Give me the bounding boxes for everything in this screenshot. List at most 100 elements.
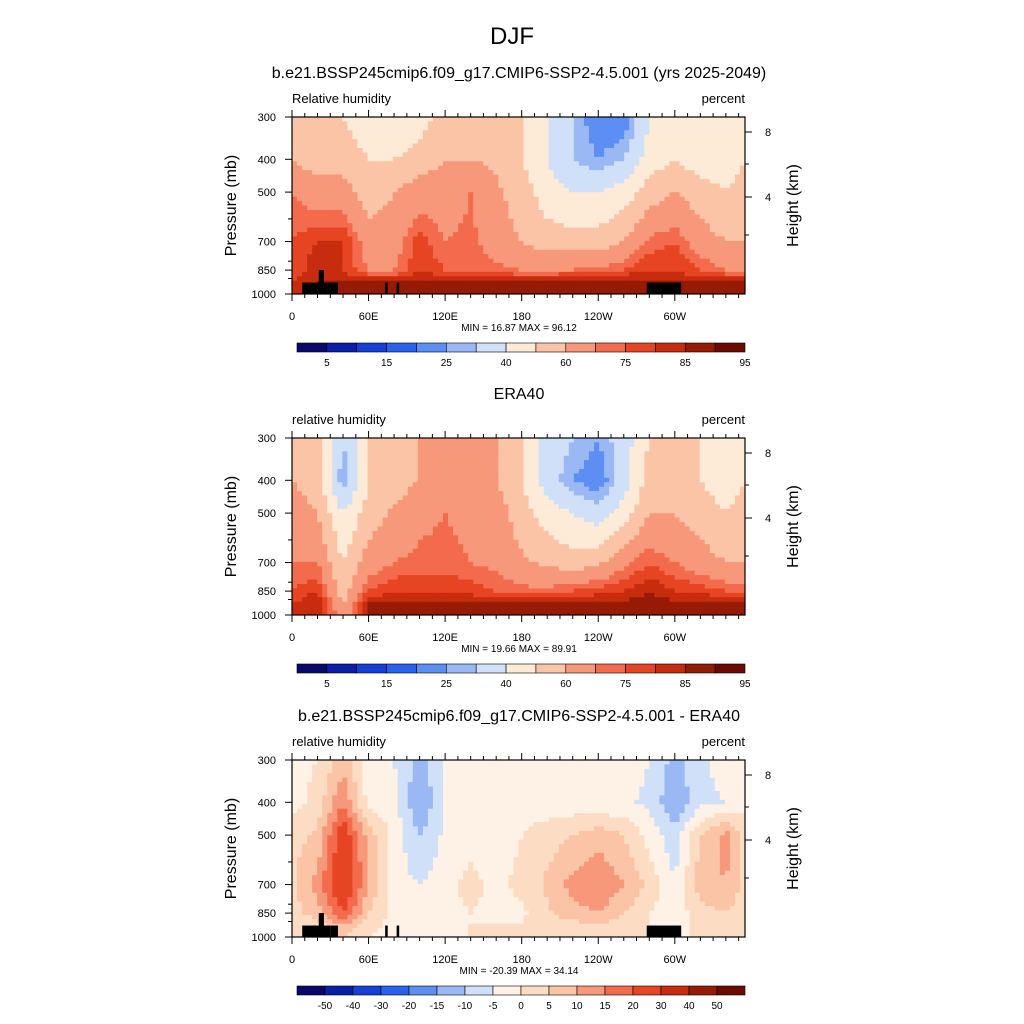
field-cell — [362, 201, 369, 207]
field-cell — [347, 125, 353, 131]
field-cell — [714, 276, 721, 282]
field-cell — [312, 227, 318, 233]
field-cell — [563, 147, 570, 153]
field-cell — [639, 201, 645, 207]
field-cell — [488, 473, 494, 479]
field-cell — [533, 165, 540, 171]
field-cell — [724, 143, 731, 149]
field-cell — [493, 218, 499, 224]
field-cell — [684, 143, 691, 149]
field-cell — [357, 178, 364, 184]
field-cell — [407, 165, 414, 171]
field-cell — [493, 214, 499, 220]
field-cell — [629, 491, 635, 497]
field-cell — [382, 143, 389, 149]
field-cell — [443, 495, 449, 501]
field-cell — [538, 117, 545, 123]
field-cell — [367, 464, 374, 470]
field-cell — [729, 223, 736, 229]
field-cell — [448, 174, 454, 180]
field-cell — [694, 455, 701, 461]
field-cell — [422, 232, 429, 238]
field-cell — [463, 482, 469, 488]
field-cell — [377, 468, 384, 474]
field-cell — [604, 170, 610, 176]
field-cell — [367, 227, 374, 233]
field-cell — [357, 232, 364, 238]
field-cell — [312, 451, 318, 457]
field-cell — [724, 117, 731, 123]
field-cell — [578, 438, 585, 444]
field-cell — [659, 232, 666, 238]
field-cell — [483, 174, 489, 180]
field-cell — [609, 451, 615, 457]
field-cell — [493, 174, 499, 180]
field-cell — [327, 236, 333, 242]
field-cell — [553, 205, 560, 211]
field-cell — [704, 455, 711, 461]
field-cell — [719, 442, 726, 448]
field-cell — [337, 446, 343, 452]
field-cell — [578, 134, 585, 140]
field-cell — [734, 143, 741, 149]
field-cell — [669, 491, 676, 497]
field-cell — [689, 161, 696, 167]
field-cell — [654, 482, 661, 488]
field-cell — [599, 455, 605, 461]
field-cell — [609, 156, 615, 162]
field-cell — [307, 263, 313, 269]
field-cell — [332, 192, 338, 198]
field-cell — [558, 178, 565, 184]
field-cell — [503, 117, 510, 123]
field-cell — [614, 455, 620, 461]
field-cell — [568, 240, 575, 246]
field-cell — [594, 117, 600, 123]
field-cell — [468, 178, 474, 184]
field-cell — [614, 438, 620, 444]
field-cell — [357, 495, 364, 501]
field-cell — [412, 451, 419, 457]
field-cell — [568, 223, 575, 229]
field-cell — [443, 486, 449, 492]
field-cell — [528, 245, 535, 251]
field-cell — [493, 187, 499, 193]
field-cell — [458, 183, 464, 189]
field-cell — [739, 174, 745, 180]
field-cell — [594, 152, 600, 158]
field-cell — [412, 468, 419, 474]
field-cell — [553, 134, 560, 140]
field-cell — [578, 205, 585, 211]
field-cell — [599, 263, 605, 269]
field-cell — [493, 271, 499, 277]
field-cell — [488, 477, 494, 483]
field-cell — [437, 134, 444, 140]
field-cell — [302, 165, 308, 171]
field-cell — [307, 218, 313, 224]
field-cell — [704, 147, 711, 153]
field-cell — [332, 125, 338, 131]
field-cell — [704, 285, 711, 291]
field-cell — [729, 245, 736, 251]
field-cell — [689, 482, 696, 488]
field-cell — [397, 442, 404, 448]
field-cell — [538, 267, 545, 273]
field-cell — [719, 205, 726, 211]
field-cell — [473, 249, 479, 255]
field-cell — [714, 147, 721, 153]
field-cell — [503, 161, 510, 167]
field-cell — [407, 143, 414, 149]
field-cell — [714, 446, 721, 452]
field-cell — [463, 438, 469, 444]
field-cell — [347, 209, 353, 215]
field-cell — [412, 152, 419, 158]
field-cell — [634, 205, 640, 211]
field-cell — [639, 134, 645, 140]
field-cell — [473, 209, 479, 215]
field-cell — [573, 477, 580, 483]
field-cell — [659, 156, 666, 162]
field-cell — [382, 477, 389, 483]
field-cell — [443, 125, 449, 131]
field-cell — [377, 130, 384, 136]
field-cell — [427, 486, 434, 492]
field-cell — [614, 280, 620, 286]
